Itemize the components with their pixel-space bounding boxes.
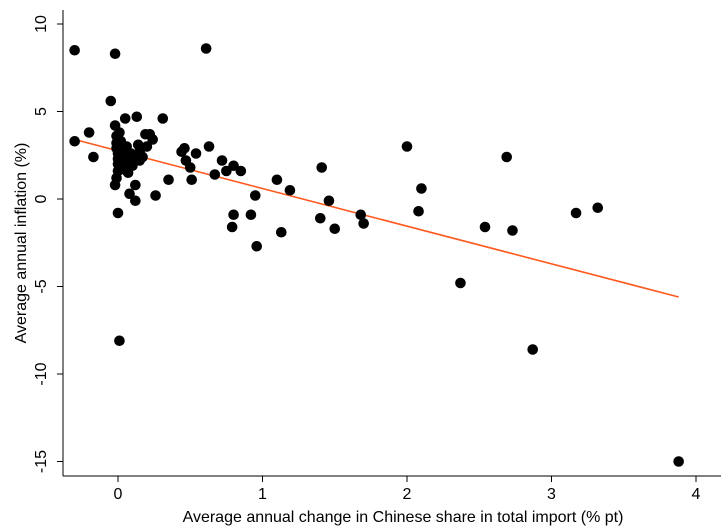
- x-axis-title: Average annual change in Chinese share i…: [183, 509, 624, 526]
- y-tick-label: -15: [33, 450, 50, 473]
- y-tick-label: 5: [33, 107, 50, 116]
- data-point: [105, 95, 117, 107]
- data-point: [673, 456, 684, 467]
- y-tick-label: -10: [33, 362, 50, 385]
- data-point: [329, 223, 341, 235]
- data-point: [114, 127, 125, 138]
- data-point: [251, 240, 263, 252]
- data-point: [358, 218, 369, 229]
- data-point: [401, 141, 413, 152]
- y-axis-ticks: 10 5 0 -5 -10 -15: [33, 15, 63, 473]
- data-point: [507, 225, 518, 236]
- data-point: [479, 221, 491, 233]
- data-point: [249, 190, 261, 201]
- data-point: [413, 205, 424, 217]
- data-point: [109, 48, 121, 60]
- data-point: [271, 174, 283, 186]
- data-point: [416, 183, 427, 194]
- fit-line: [74, 138, 679, 298]
- data-point: [592, 202, 604, 214]
- data-point: [209, 169, 221, 180]
- data-point: [150, 190, 161, 201]
- data-points: [69, 43, 684, 467]
- data-point: [203, 141, 215, 152]
- fit-line-layer: [74, 138, 679, 298]
- y-axis-title: Average annual inflation (%): [13, 143, 30, 344]
- data-point: [130, 195, 141, 207]
- data-point: [147, 134, 158, 145]
- x-axis-ticks: 0 1 2 3 4: [114, 476, 701, 503]
- data-point: [112, 207, 124, 219]
- data-point: [69, 135, 80, 147]
- x-tick-label: 3: [547, 486, 556, 503]
- y-tick-label: -5: [33, 279, 50, 293]
- data-point: [184, 162, 196, 173]
- data-point: [109, 179, 121, 191]
- y-tick-label: 0: [33, 194, 50, 203]
- x-tick-label: 1: [258, 486, 267, 503]
- data-point: [527, 344, 539, 355]
- data-point: [130, 179, 141, 191]
- data-point: [275, 226, 287, 238]
- data-point: [124, 188, 135, 200]
- data-point: [235, 165, 247, 177]
- data-point: [355, 209, 367, 221]
- data-point: [190, 148, 202, 159]
- data-point: [69, 44, 80, 56]
- data-point: [141, 141, 153, 152]
- data-point: [88, 151, 99, 163]
- data-point: [570, 207, 582, 219]
- data-point: [323, 195, 335, 207]
- x-tick-label: 0: [114, 486, 123, 503]
- y-tick-label: 10: [33, 15, 50, 33]
- data-point: [226, 221, 238, 233]
- x-tick-label: 2: [403, 486, 412, 503]
- data-point: [455, 277, 466, 289]
- data-point: [315, 212, 326, 224]
- data-point: [216, 155, 228, 166]
- data-point: [179, 142, 190, 154]
- data-point: [114, 335, 125, 347]
- data-point: [119, 113, 131, 124]
- data-point: [83, 127, 95, 138]
- data-point: [316, 162, 328, 173]
- plot-frame: [62, 10, 721, 477]
- data-point: [245, 209, 257, 221]
- data-point: [228, 209, 239, 221]
- data-point: [501, 151, 513, 163]
- data-point: [131, 111, 143, 123]
- data-point: [137, 151, 148, 163]
- data-point: [157, 113, 169, 124]
- x-tick-label: 4: [692, 486, 701, 503]
- data-point: [200, 43, 212, 54]
- data-point: [163, 174, 174, 186]
- data-point: [284, 184, 296, 196]
- data-point: [186, 174, 197, 186]
